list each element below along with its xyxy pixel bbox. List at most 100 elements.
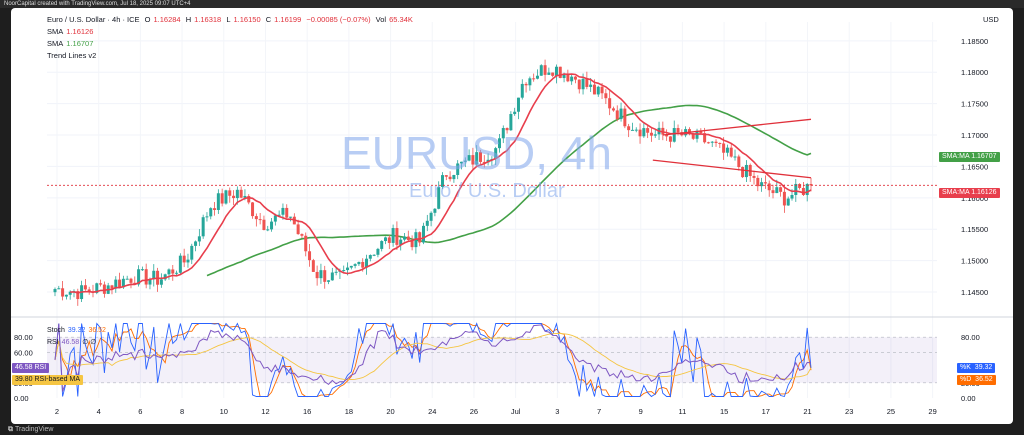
candle-body xyxy=(182,255,186,263)
candle-body xyxy=(95,283,99,293)
candle-body xyxy=(262,219,266,231)
legend-low: 1.16150 xyxy=(233,15,261,24)
candle-body xyxy=(733,156,737,158)
candle-body xyxy=(186,259,190,263)
tradingview-brand[interactable]: ⧉ TradingView xyxy=(0,424,1024,435)
chart-svg[interactable]: 1.18500 1.18000 1.17500 1.17000 1.16500 1.160… xyxy=(11,8,1013,424)
legend-open: 1.16284 xyxy=(153,15,181,24)
candle-body xyxy=(53,289,57,293)
candle-body xyxy=(805,183,809,196)
rsi-ma-tag-value: 39.80 xyxy=(15,376,33,383)
candle-body xyxy=(604,93,608,99)
candle-body xyxy=(467,155,471,161)
candle-body xyxy=(558,66,562,79)
candle-body xyxy=(706,142,710,144)
window-title: NoorCapital created with TradingView.com… xyxy=(0,0,1024,8)
legend-trendlines[interactable]: Trend Lines v2 xyxy=(47,51,97,60)
time-tick-label: 10 xyxy=(220,407,228,416)
candle-body xyxy=(346,267,350,271)
candle-body xyxy=(600,86,604,94)
candle-body xyxy=(444,175,448,177)
time-tick-label: 11 xyxy=(679,407,687,416)
candle-body xyxy=(224,190,228,204)
legend-stoch[interactable]: Stoch 39.32 36.52 xyxy=(47,326,109,336)
rsi-label: RSI xyxy=(47,339,59,346)
legend-sma-long[interactable]: SMA 1.16707 xyxy=(47,39,96,49)
candle-body xyxy=(779,187,783,192)
rsi-ma-tag-label: RSI-based MA xyxy=(34,376,81,383)
candle-body xyxy=(323,270,327,282)
candle-body xyxy=(349,265,353,268)
candle-body xyxy=(148,279,152,285)
legend-sma-short[interactable]: SMA 1.16126 xyxy=(47,27,96,37)
sma-short-tag-value: 1.16126 xyxy=(971,189,997,196)
candle-body xyxy=(216,193,220,210)
time-tick-label: 29 xyxy=(928,407,936,416)
candle-body xyxy=(110,285,114,289)
candle-body xyxy=(232,195,236,199)
candle-body xyxy=(801,187,805,196)
time-tick-label: 9 xyxy=(639,407,643,416)
candle-body xyxy=(296,224,300,235)
candle-body xyxy=(384,237,388,242)
candle-body xyxy=(87,289,91,292)
candle-body xyxy=(190,245,194,260)
candle-body xyxy=(649,132,653,136)
candle-body xyxy=(452,174,456,180)
chart-panel: 1.18500 1.18000 1.17500 1.17000 1.16500 1.160… xyxy=(11,8,1013,424)
candle-body xyxy=(516,97,520,112)
candle-body xyxy=(763,182,767,184)
candle-body xyxy=(99,283,103,285)
candle-body xyxy=(403,236,407,240)
legend-rsi[interactable]: RSI 46.58 ∅ ∅ xyxy=(47,338,99,348)
legend-vol: 65.34K xyxy=(389,15,413,24)
candle-body xyxy=(327,280,331,282)
candle-body xyxy=(566,74,570,82)
candle-body xyxy=(178,255,182,273)
legend-vol-label: Vol xyxy=(375,15,387,24)
candle-body xyxy=(61,288,65,297)
time-tick-label: 4 xyxy=(97,407,101,416)
legend-symbol[interactable]: Euro / U.S. Dollar · 4h · ICE xyxy=(47,15,140,24)
time-tick-label: 8 xyxy=(180,407,184,416)
candle-body xyxy=(433,208,437,213)
candle-body xyxy=(429,212,433,221)
trendline-upper xyxy=(662,118,812,136)
time-tick-label: 24 xyxy=(428,407,436,416)
candle-body xyxy=(258,219,262,221)
indicator-right-tick: 80.00 xyxy=(961,333,980,342)
time-tick-label: 20 xyxy=(386,407,394,416)
time-tick-label: 7 xyxy=(597,407,601,416)
candle-body xyxy=(395,228,399,245)
time-tick-label: 18 xyxy=(345,407,353,416)
candle-body xyxy=(714,141,718,143)
candle-body xyxy=(771,190,775,194)
stoch-k-value: 39.32 xyxy=(67,327,86,334)
time-tick-label: 2 xyxy=(55,407,59,416)
time-tick-label: 3 xyxy=(555,407,559,416)
candle-body xyxy=(520,83,524,98)
axes: 1.18500 1.18000 1.17500 1.17000 1.16500 1.160… xyxy=(11,15,1013,416)
candle-body xyxy=(425,220,429,226)
candle-body xyxy=(209,208,213,217)
legend-sma1-value: 1.16126 xyxy=(66,27,94,36)
rsi-tag-value: 46.58 xyxy=(15,364,33,371)
stoch-k-right-tag: %K 39.32 xyxy=(957,363,996,373)
candle-body xyxy=(646,128,650,133)
sma-short-path xyxy=(70,73,812,294)
candle-body xyxy=(213,208,217,210)
candle-body xyxy=(581,78,585,90)
candle-body xyxy=(668,136,672,142)
candle-body xyxy=(592,84,596,95)
price-tick-label: 1.14500 xyxy=(961,288,988,297)
candle-body xyxy=(410,240,414,248)
candle-body xyxy=(608,98,612,109)
candle-body xyxy=(611,108,615,111)
candle-body xyxy=(270,221,274,230)
indicator-left-tick: 60.00 xyxy=(14,348,33,357)
legend-sma2-value: 1.16707 xyxy=(66,39,94,48)
candle-body xyxy=(140,269,144,271)
candle-body xyxy=(634,129,638,131)
candle-body xyxy=(767,183,771,191)
time-tick-label: 21 xyxy=(803,407,811,416)
